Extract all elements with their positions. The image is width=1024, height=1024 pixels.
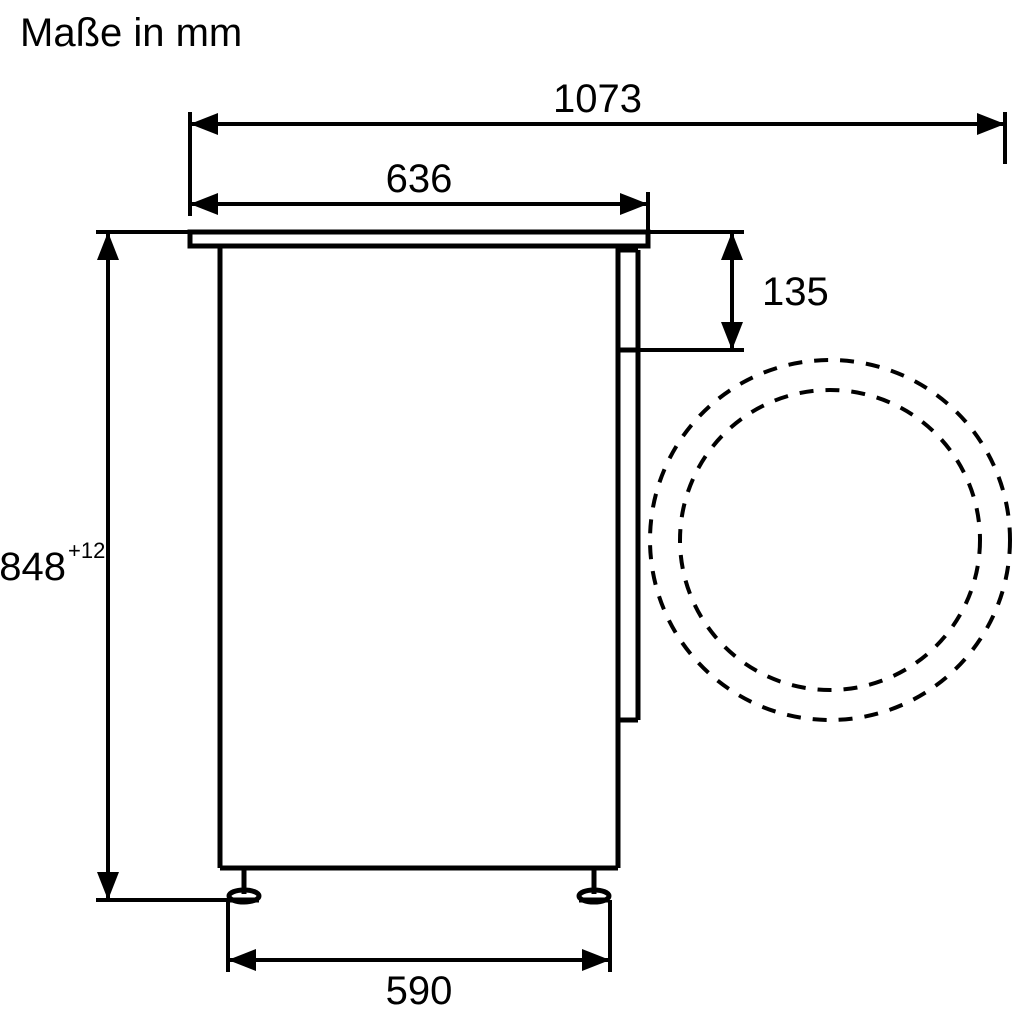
appliance-outline [96, 112, 1010, 972]
dim-panel-drop: 135 [762, 270, 829, 314]
dim-height-tolerance: +12 [68, 538, 105, 563]
technical-drawing: Maße in mm 1073 636 135 848 +12 590 [0, 0, 1024, 1024]
dim-foot-width: 590 [386, 969, 453, 1013]
dim-top-depth: 636 [386, 157, 453, 201]
dim-height: 848 [0, 545, 66, 589]
dim-overall-width: 1073 [553, 77, 642, 121]
drawing-title: Maße in mm [20, 11, 242, 55]
